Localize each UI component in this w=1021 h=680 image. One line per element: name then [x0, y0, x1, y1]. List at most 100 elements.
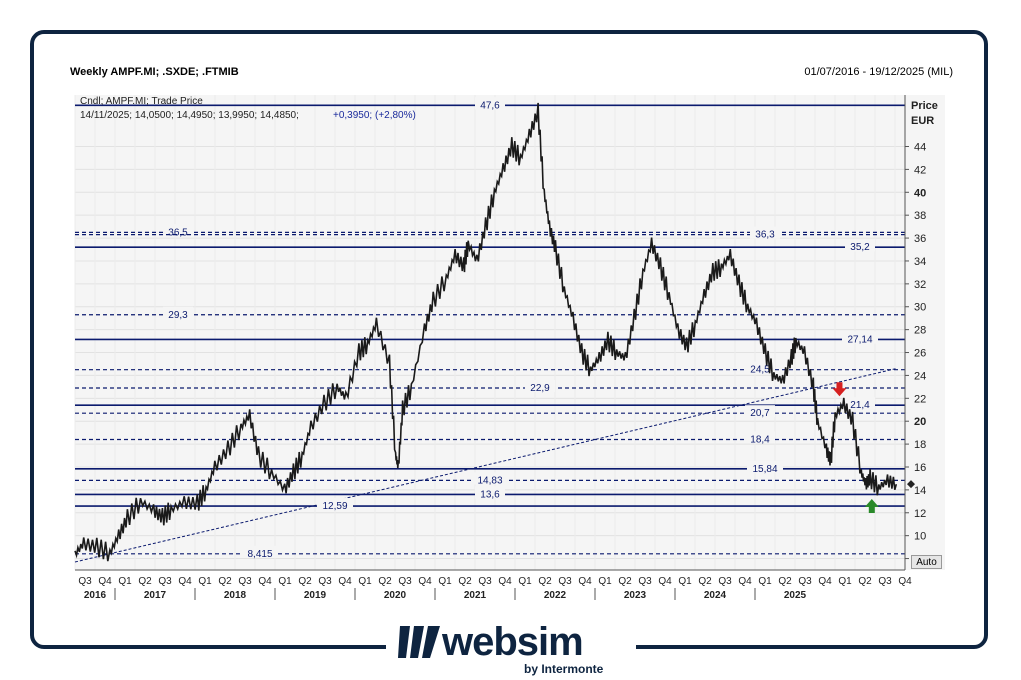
x-tick-label: Q4	[818, 576, 832, 587]
auto-scale-button[interactable]: Auto	[911, 555, 942, 569]
x-tick-label: Q4	[338, 576, 352, 587]
x-tick-label: Q2	[378, 576, 392, 587]
y-tick-label: 24	[914, 370, 926, 382]
level-label: 21,4	[850, 400, 870, 411]
y-tick-label: 26	[914, 348, 926, 360]
level-label: 22,9	[530, 383, 550, 394]
level-label-bg	[842, 331, 878, 344]
level-label: 12,59	[322, 501, 347, 512]
legend-line1: Cndl; AMPF.MI; Trade Price	[80, 96, 203, 107]
x-tick-label: Q1	[438, 576, 452, 587]
x-tick-label: Q1	[758, 576, 772, 587]
level-label: 8,415	[247, 549, 272, 560]
y-tick-label: 18	[914, 439, 926, 451]
level-label: 36,5	[168, 227, 188, 238]
level-label-bg	[750, 226, 780, 239]
y-tick-label: 16	[914, 462, 926, 474]
level-label: 20,7	[750, 408, 770, 419]
y-tick-label: 14	[914, 485, 926, 497]
level-label-bg	[472, 472, 508, 485]
x-tick-label: Q1	[278, 576, 292, 587]
level-label: 36,3	[755, 230, 775, 241]
level-label: 18,4	[750, 435, 770, 446]
y-tick-label: 44	[914, 142, 926, 154]
x-year-label: 2020	[384, 590, 407, 601]
x-tick-label: Q1	[518, 576, 532, 587]
x-tick-label: Q1	[118, 576, 132, 587]
x-year-label: 2024	[704, 590, 727, 601]
x-year-label: 2016	[84, 590, 107, 601]
x-year-label: 2021	[464, 590, 487, 601]
x-year-label: 2019	[304, 590, 327, 601]
x-tick-label: Q2	[698, 576, 712, 587]
x-tick-label: Q2	[858, 576, 872, 587]
websim-mark-icon	[398, 626, 440, 658]
y-tick-label: 42	[914, 164, 926, 176]
x-tick-label: Q1	[678, 576, 692, 587]
x-tick-label: Q1	[838, 576, 852, 587]
x-tick-label: Q1	[598, 576, 612, 587]
y-tick-label: 22	[914, 393, 926, 405]
x-year-label: 2025	[784, 590, 807, 601]
x-year-label: 2018	[224, 590, 247, 601]
x-tick-label: Q3	[158, 576, 172, 587]
buy-signal-arrow	[864, 499, 879, 514]
y-axis-unit: EUR	[911, 115, 934, 127]
level-label-bg	[242, 545, 278, 558]
x-tick-label: Q3	[398, 576, 412, 587]
x-tick-label: Q3	[798, 576, 812, 587]
level-label: 15,84	[752, 464, 777, 475]
x-tick-label: Q3	[718, 576, 732, 587]
level-label: 47,6	[480, 100, 500, 111]
level-label-bg	[525, 380, 555, 393]
y-tick-label: 38	[914, 210, 926, 222]
level-label: 13,6	[480, 489, 500, 500]
x-tick-label: Q2	[138, 576, 152, 587]
y-tick-label: 36	[914, 233, 926, 245]
level-label-bg	[475, 486, 505, 499]
x-year-label: 2017	[144, 590, 167, 601]
x-tick-label: Q4	[578, 576, 592, 587]
level-label: 27,14	[847, 334, 872, 345]
level-label-bg	[475, 97, 505, 110]
x-tick-label: Q4	[658, 576, 672, 587]
y-tick-label: 32	[914, 279, 926, 291]
chart-title: Weekly AMPF.MI; .SXDE; .FTMIB	[70, 66, 239, 78]
x-tick-label: Q3	[238, 576, 252, 587]
level-label: 35,2	[850, 242, 870, 253]
legend-change: +0,3950; (+2,80%)	[333, 110, 416, 121]
level-label-bg	[845, 239, 875, 252]
legend-ohlc: 14/11/2025; 14,0500; 14,4950; 13,9950; 1…	[80, 110, 299, 121]
level-label-bg	[163, 224, 193, 237]
x-tick-label: Q2	[778, 576, 792, 587]
x-tick-label: Q4	[738, 576, 752, 587]
x-tick-label: Q3	[878, 576, 892, 587]
y-tick-label: 34	[914, 256, 926, 268]
y-axis-title: Price	[911, 100, 938, 112]
websim-logo: websim by Intermonte	[386, 618, 636, 680]
x-year-label: 2023	[624, 590, 647, 601]
x-tick-label: Q2	[618, 576, 632, 587]
x-tick-label: Q4	[898, 576, 912, 587]
y-axis-area	[905, 95, 945, 570]
x-tick-label: Q3	[318, 576, 332, 587]
x-tick-label: Q4	[178, 576, 192, 587]
y-tick-label: 28	[914, 325, 926, 337]
x-tick-label: Q3	[478, 576, 492, 587]
x-year-label: 2022	[544, 590, 567, 601]
x-tick-label: Q2	[298, 576, 312, 587]
x-tick-label: Q4	[98, 576, 112, 587]
level-label-bg	[163, 306, 193, 319]
x-tick-label: Q3	[558, 576, 572, 587]
logo-subtitle: by Intermonte	[524, 662, 604, 676]
level-label-bg	[745, 405, 775, 418]
x-tick-label: Q1	[358, 576, 372, 587]
y-tick-label: 30	[914, 302, 926, 314]
x-tick-label: Q1	[198, 576, 212, 587]
price-series	[74, 102, 898, 562]
x-tick-label: Q3	[78, 576, 92, 587]
level-label: 29,3	[168, 310, 188, 321]
y-tick-label: 12	[914, 508, 926, 520]
level-label-bg	[747, 460, 783, 473]
